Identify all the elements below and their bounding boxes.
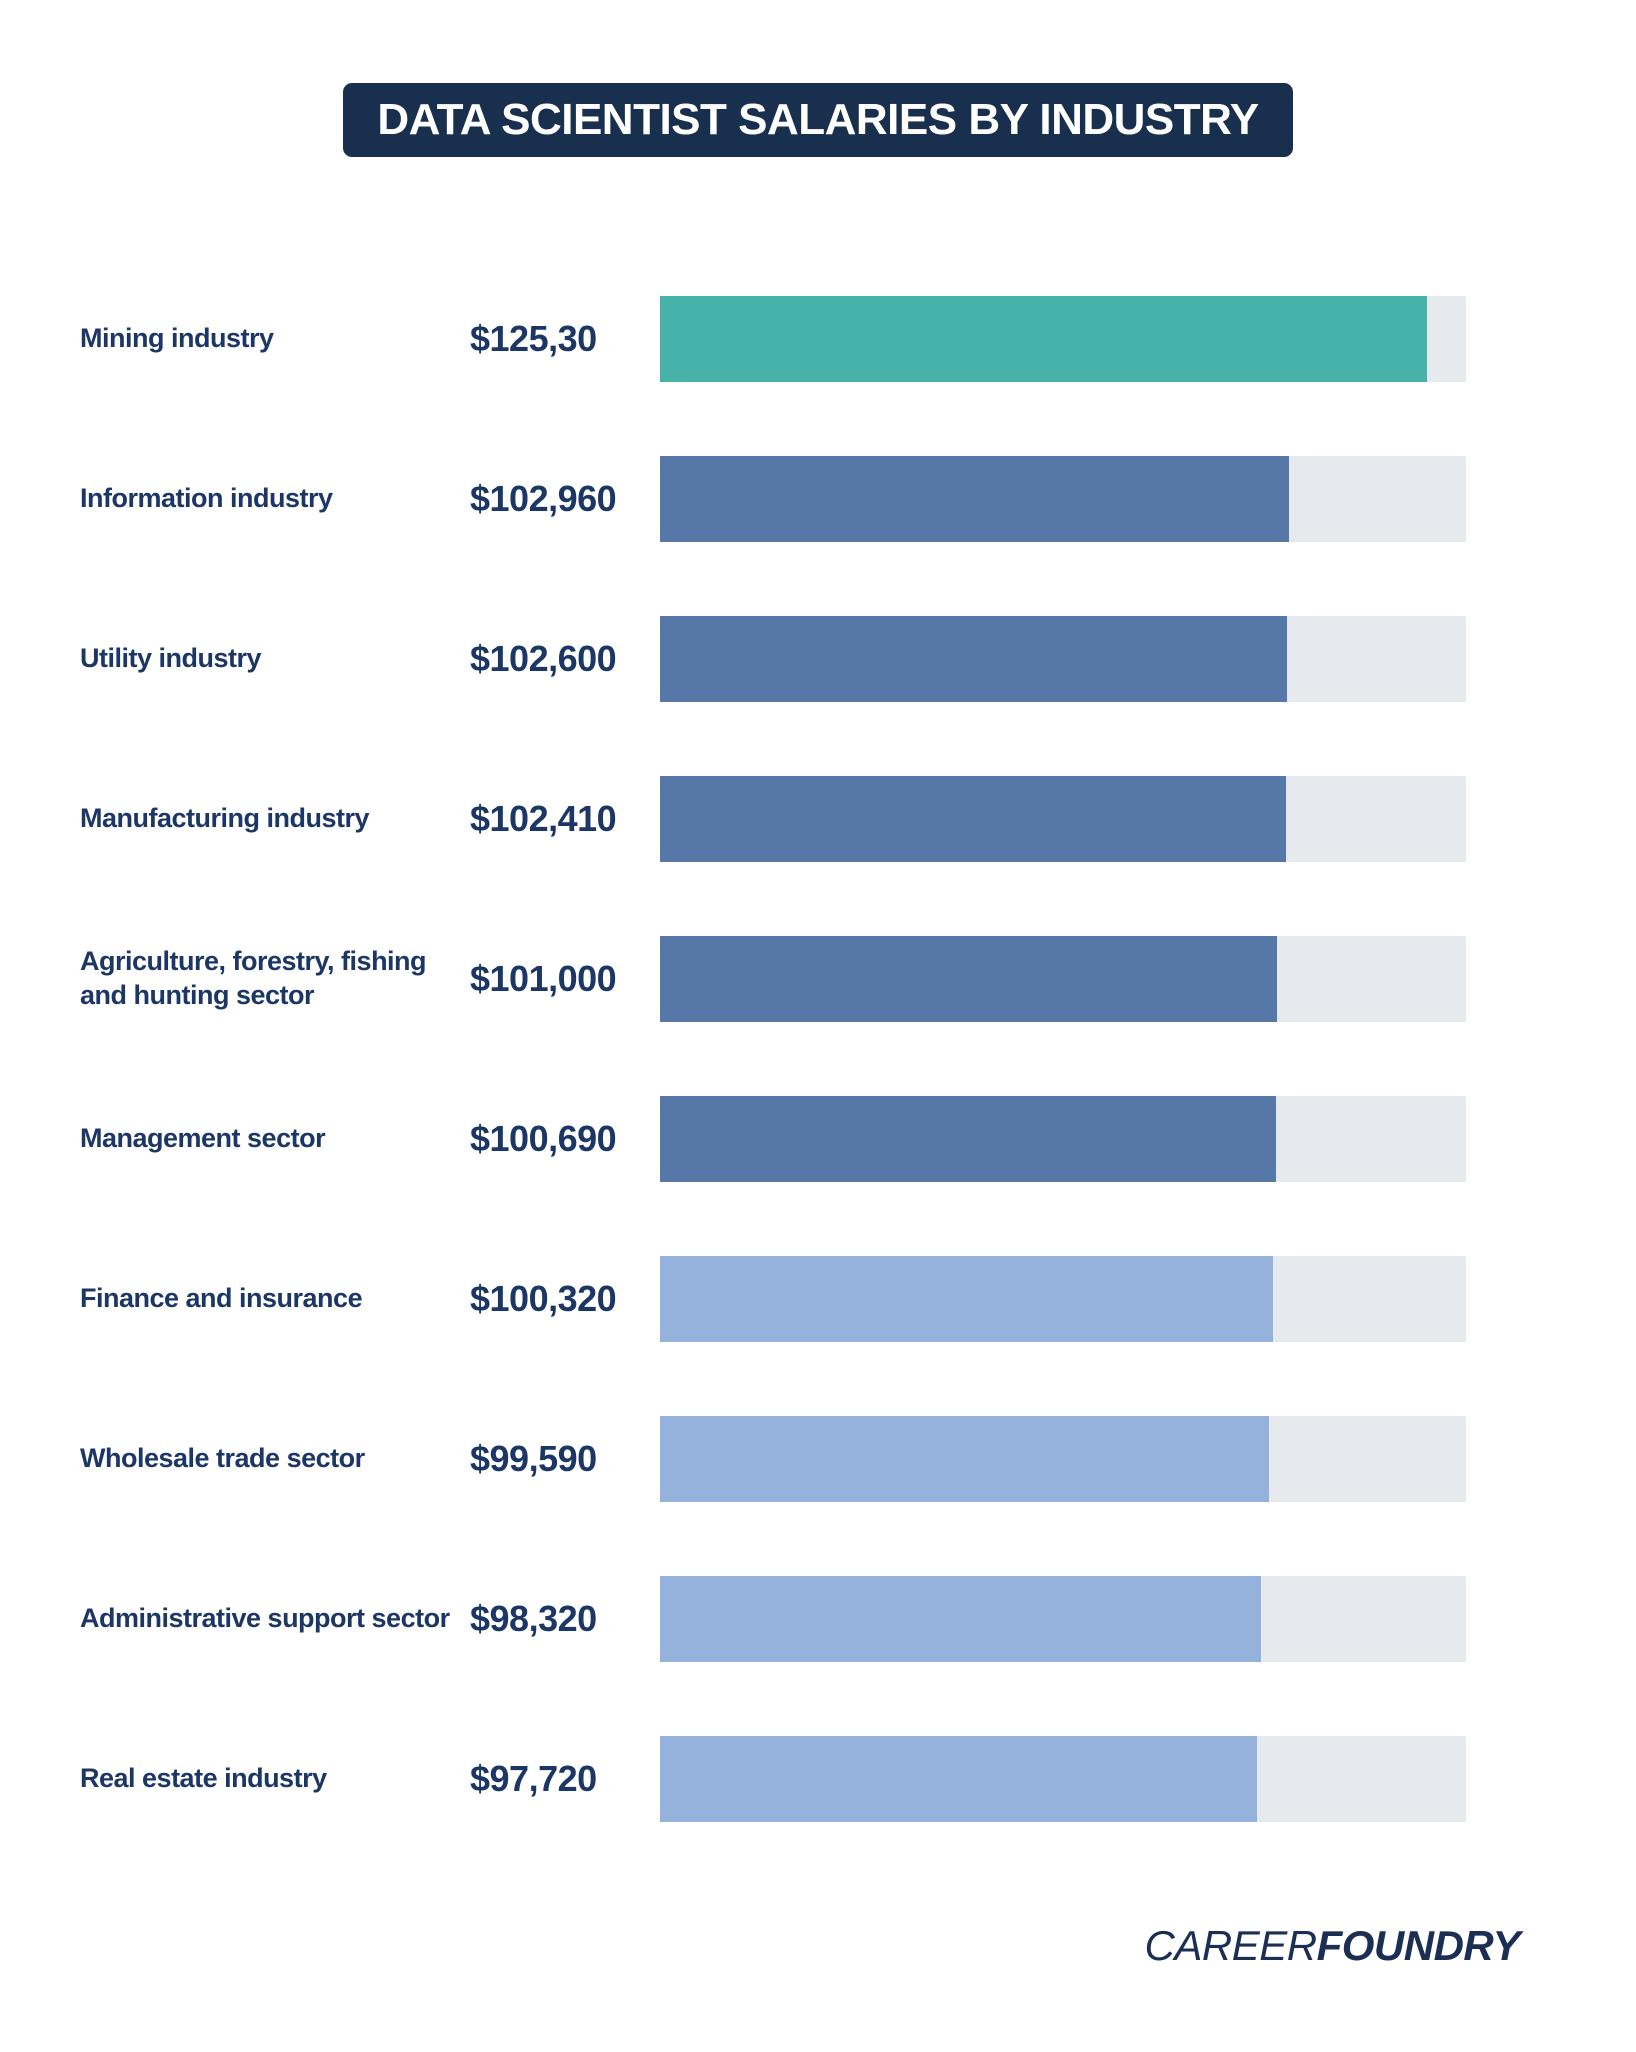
bar-track — [660, 296, 1466, 382]
page-title: DATA SCIENTIST SALARIES BY INDUSTRY — [343, 83, 1293, 157]
industry-label: Information industry — [80, 483, 333, 514]
industry-label: Administrative support sector — [80, 1603, 450, 1634]
bar-fill — [660, 1736, 1258, 1822]
bar-fill — [660, 936, 1278, 1022]
bar-track — [660, 456, 1466, 542]
salary-value: $102,600 — [470, 638, 617, 679]
careerfoundry-logo: CAREERFOUNDRY — [1144, 1922, 1521, 1970]
chart-row-realestate: Real estate industry $97,720 — [80, 1736, 1466, 1822]
bar-fill — [660, 456, 1290, 542]
chart-row-manufacturing: Manufacturing industry $102,410 — [80, 776, 1466, 862]
bar-track — [660, 936, 1466, 1022]
bar-fill — [660, 776, 1287, 862]
bar-track — [660, 616, 1466, 702]
salary-value: $99,590 — [470, 1438, 597, 1479]
industry-label: Management sector — [80, 1123, 326, 1154]
bar-fill — [660, 1416, 1270, 1502]
bar-track — [660, 1576, 1466, 1662]
chart-row-information: Information industry $102,960 — [80, 456, 1466, 542]
bar-track — [660, 1256, 1466, 1342]
bar-fill — [660, 616, 1288, 702]
chart-row-utility: Utility industry $102,600 — [80, 616, 1466, 702]
salary-value: $97,720 — [470, 1758, 597, 1799]
bar-track — [660, 1416, 1466, 1502]
bar-track — [660, 1736, 1466, 1822]
bar-fill — [660, 1256, 1274, 1342]
industry-label: Utility industry — [80, 643, 262, 674]
logo-foundry-text: FOUNDRY — [1316, 1922, 1521, 1969]
chart-row-management: Management sector $100,690 — [80, 1096, 1466, 1182]
chart-row-administrative: Administrative support sector $98,320 — [80, 1576, 1466, 1662]
salary-value: $101,000 — [470, 958, 617, 999]
salary-bar-chart: Mining industry $125,30 Information indu… — [0, 296, 1636, 1822]
bar-fill — [660, 296, 1427, 382]
salary-value: $102,960 — [470, 478, 617, 519]
salary-value: $125,30 — [470, 318, 597, 359]
chart-row-agriculture: Agriculture, forestry, fishing and hunti… — [80, 936, 1466, 1022]
salary-value: $102,410 — [470, 798, 617, 839]
bar-fill — [660, 1576, 1262, 1662]
industry-label: Mining industry — [80, 323, 274, 354]
industry-label: Manufacturing industry — [80, 803, 370, 834]
bar-track — [660, 1096, 1466, 1182]
bar-fill — [660, 1096, 1276, 1182]
chart-row-finance: Finance and insurance $100,320 — [80, 1256, 1466, 1342]
chart-row-wholesale: Wholesale trade sector $99,590 — [80, 1416, 1466, 1502]
chart-row-mining: Mining industry $125,30 — [80, 296, 1466, 382]
industry-label: Agriculture, forestry, fishing and hunti… — [80, 946, 427, 1010]
bar-track — [660, 776, 1466, 862]
salary-value: $98,320 — [470, 1598, 597, 1639]
industry-label: Real estate industry — [80, 1763, 327, 1794]
industry-label: Wholesale trade sector — [80, 1443, 365, 1474]
industry-label: Finance and insurance — [80, 1283, 363, 1314]
salary-value: $100,690 — [470, 1118, 617, 1159]
salary-value: $100,320 — [470, 1278, 617, 1319]
logo-career-text: CAREER — [1144, 1922, 1318, 1969]
